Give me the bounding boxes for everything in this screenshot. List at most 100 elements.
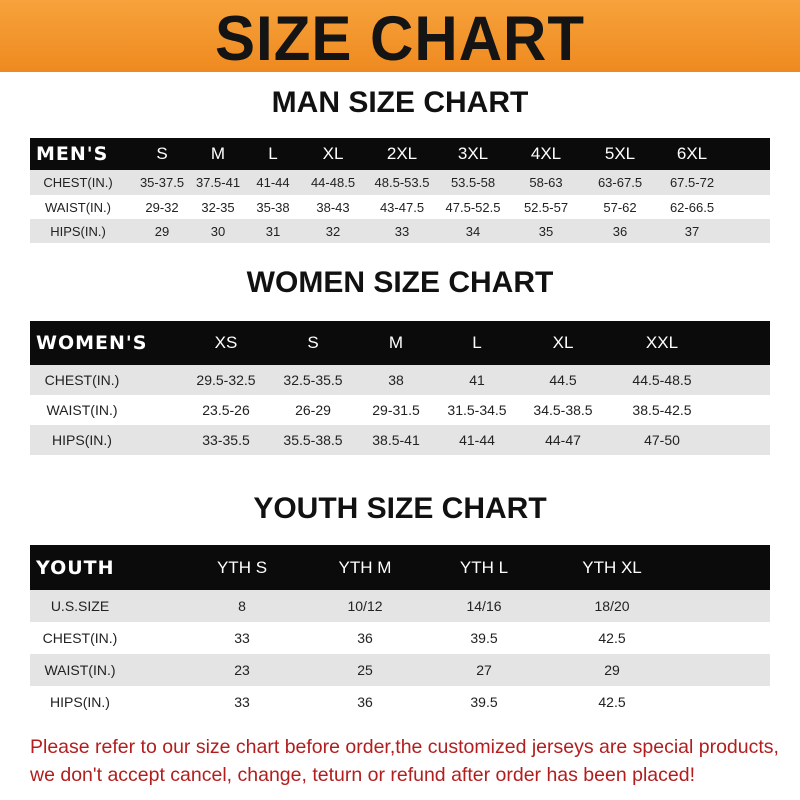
table-cell: 36 [357, 694, 373, 710]
row-label: CHEST(IN.) [43, 175, 113, 190]
table-cell: 53.5-58 [450, 175, 496, 190]
youth-section-title: YOUTH SIZE CHART [253, 492, 547, 525]
table-cell: 33 [234, 694, 250, 710]
size-header-xs: XS [214, 333, 238, 352]
table-row: CHEST(IN.) 35-37.5 37.5-41 41-44 44-48.5 48.5… [30, 170, 770, 195]
table-cell: 10/12 [347, 598, 383, 614]
table-cell: 27 [476, 662, 492, 678]
main-title: SIZE CHART [215, 3, 585, 74]
table-cell: 29-32 [145, 199, 179, 215]
size-header-5xl: 5XL [604, 144, 636, 163]
table-cell: 29.5-32.5 [196, 372, 256, 388]
table-cell: 29 [154, 223, 170, 239]
table-cell: 39.5 [470, 694, 498, 710]
size-header-4xl: 4XL [530, 144, 562, 163]
table-cell: 35 [538, 223, 554, 239]
size-header-m: M [210, 144, 226, 163]
row-label: HIPS(IN.) [52, 432, 112, 448]
row-label: HIPS(IN.) [50, 223, 106, 239]
table-cell: 47.5-52.5 [445, 199, 501, 215]
table-cell: 14/16 [466, 598, 502, 614]
size-header-s: S [156, 144, 168, 163]
table-cell: 25 [357, 662, 373, 678]
table-cell: 67.5-72 [669, 175, 715, 190]
table-cell: 29-31.5 [372, 402, 420, 418]
table-cell: 41-44 [459, 432, 495, 448]
women-section-title: WOMEN SIZE CHART [246, 266, 554, 299]
table-cell: 48.5-53.5 [374, 175, 430, 190]
table-cell: 31 [265, 223, 281, 239]
row-label: WAIST(IN.) [45, 199, 111, 215]
table-row: CHEST(IN.) 29.5-32.5 32.5-35.5 38 41 44.5 44.5… [30, 365, 770, 395]
table-row: HIPS(IN.) 29 30 31 32 33 34 35 36 37 [30, 219, 770, 243]
table-cell: 36 [357, 630, 373, 646]
table-cell: 57-62 [603, 199, 637, 215]
table-cell: 63-67.5 [597, 175, 643, 190]
row-label: U.S.SIZE [50, 598, 110, 614]
title-banner: SIZE CHART [0, 0, 800, 74]
row-label: WAIST(IN.) [44, 662, 116, 678]
table-cell: 38.5-42.5 [632, 402, 692, 418]
table-row: WAIST(IN.) 29-32 32-35 35-38 38-43 43-47.5 47.… [30, 195, 770, 219]
table-cell: 58-63 [529, 175, 563, 190]
table-cell: 8 [238, 598, 246, 614]
size-header-l: L [268, 144, 278, 163]
table-cell: 42.5 [598, 694, 626, 710]
table-cell: 43-47.5 [379, 199, 425, 215]
table-cell: 62-66.5 [669, 199, 715, 215]
table-cell: 39.5 [470, 630, 498, 646]
table-cell: 41 [469, 372, 485, 388]
size-header-xl: XL [552, 333, 574, 352]
table-cell: 32-35 [201, 199, 235, 215]
table-header-row: MEN'S S M L XL 2XL 3XL 4XL 5XL 6XL [30, 138, 770, 170]
table-cell: 44.5 [549, 372, 577, 388]
table-cell: 23.5-26 [202, 402, 250, 418]
table-cell: 42.5 [598, 630, 626, 646]
table-cell: 23 [234, 662, 250, 678]
table-header-row: WOMEN'S XS S M L XL XXL [30, 321, 770, 365]
table-row: HIPS(IN.) 33-35.5 35.5-38.5 38.5-41 41-44 44-… [30, 425, 770, 455]
table-row: CHEST(IN.) 33 36 39.5 42.5 [30, 622, 770, 654]
table-cell: 44-48.5 [310, 175, 356, 190]
size-header-yth-l: YTH L [459, 557, 509, 577]
table-cell: 18/20 [594, 598, 630, 614]
table-row: U.S.SIZE 8 10/12 14/16 18/20 [30, 590, 770, 622]
table-row: WAIST(IN.) 23 25 27 29 [30, 654, 770, 686]
size-header-6xl: 6XL [676, 144, 708, 163]
size-header-3xl: 3XL [457, 144, 489, 163]
table-cell: 44.5-48.5 [632, 372, 692, 388]
size-header-l: L [472, 333, 482, 352]
table-cell: 33 [234, 630, 250, 646]
table-cell: 29 [604, 662, 620, 678]
table-cell: 30 [210, 223, 226, 239]
table-cell: 36 [612, 223, 628, 239]
size-header-yth-m: YTH M [338, 557, 392, 577]
size-header-yth-s: YTH S [216, 557, 268, 577]
table-cell: 26-29 [295, 402, 331, 418]
size-header-2xl: 2XL [386, 144, 418, 163]
row-label: WAIST(IN.) [46, 402, 118, 418]
table-row: WAIST(IN.) 23.5-26 26-29 29-31.5 31.5-34.5 34… [30, 395, 770, 425]
notice-line-1: Please refer to our size chart before or… [30, 736, 779, 758]
size-header-s: S [307, 333, 319, 352]
table-cell: 38.5-41 [372, 432, 420, 448]
header-label: WOMEN'S [36, 332, 148, 354]
table-row: HIPS(IN.) 33 36 39.5 42.5 [30, 686, 770, 718]
header-label: YOUTH [36, 556, 115, 579]
table-cell: 44-47 [545, 432, 581, 448]
size-header-xl: XL [322, 144, 344, 163]
table-cell: 47-50 [644, 432, 680, 448]
header-label: MEN'S [36, 143, 109, 165]
table-cell: 37 [684, 223, 700, 239]
size-header-xxl: XXL [645, 333, 679, 352]
table-cell: 35-38 [256, 199, 290, 215]
table-cell: 41-44 [256, 175, 290, 190]
row-label: CHEST(IN.) [44, 372, 120, 388]
table-cell: 35.5-38.5 [283, 432, 343, 448]
table-header-row: YOUTH YTH S YTH M YTH L YTH XL [30, 545, 770, 590]
table-cell: 32.5-35.5 [283, 372, 343, 388]
size-header-m: M [388, 333, 404, 352]
row-label: HIPS(IN.) [50, 694, 110, 710]
table-cell: 37.5-41 [195, 175, 241, 190]
